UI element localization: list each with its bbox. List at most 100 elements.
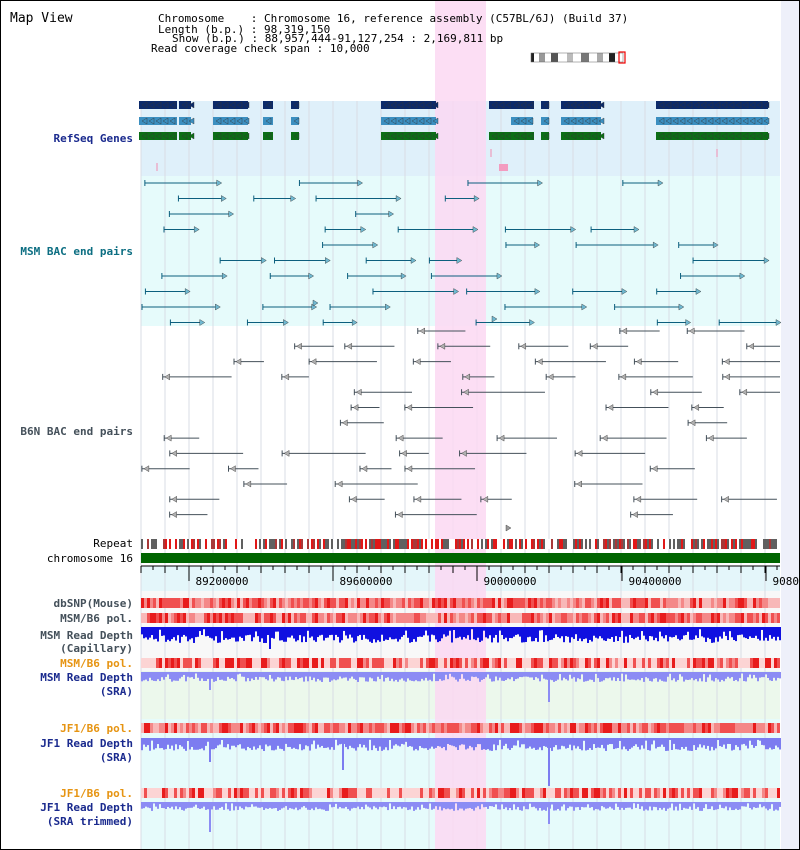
jf1-b6-pol-strip [402,723,405,733]
msm-bac-arrow [473,195,480,202]
dbsnp-strip [522,598,525,608]
msm-depth-sra-bar [239,672,241,674]
msm-b6-pol-strip [492,658,495,668]
track-label-jf1-depth-trim-1[interactable]: JF1 Read Depth [40,801,133,814]
msm-b6-pol-strip [399,658,402,668]
gene-strand-marker [756,117,763,125]
jf1-depth-trim-bar [295,802,297,808]
repeat-element [737,539,739,549]
jf1-b6-pol-strip [726,788,729,798]
b6n-bac-arrow [724,373,730,381]
msm-b6-pol-strip [231,613,234,623]
repeat-element [533,539,535,549]
jf1-depth-trim-bar [691,802,693,810]
dbsnp-strip [696,598,699,608]
msm-depth-sra-bar [473,672,475,678]
track-label-repeat[interactable]: Repeat [93,537,133,550]
jf1-depth-sra-bar [153,738,155,750]
track-label-jf1-b6-pol-1[interactable]: JF1/B6 pol. [60,722,133,735]
jf1-depth-trim-bar [515,802,517,810]
jf1-depth-trim-bar [649,802,651,807]
msm-depth-capillary-bar [583,627,585,640]
msm-depth-sra-bar [431,672,433,682]
gene-strand-marker [162,101,169,109]
jf1-depth-trim-bar [243,802,245,810]
repeat-element [237,539,239,549]
jf1-b6-pol-strip [543,788,546,798]
dbsnp-strip [237,598,240,608]
track-label-b6n-bac[interactable]: B6N BAC end pairs [20,425,133,438]
msm-b6-pol-strip [654,658,657,668]
msm-b6-pol-strip [609,658,612,668]
jf1-depth-sra-bar [355,738,357,751]
msm-depth-sra-bar [251,672,253,679]
track-label-jf1-depth-sra-1[interactable]: JF1 Read Depth [40,737,133,750]
msm-depth-capillary-bar [263,627,265,643]
msm-b6-pol-strip [156,613,159,623]
dbsnp-strip [702,598,705,608]
jf1-depth-trim-bar [373,802,375,807]
track-label-msm-b6-pol-1[interactable]: MSM/B6 pol. [60,612,133,625]
msm-depth-sra-bar [531,672,533,678]
track-label-dbsnp[interactable]: dbSNP(Mouse) [53,597,133,610]
jf1-depth-sra-bar [251,738,253,750]
msm-bac-arrow [261,257,267,264]
track-label-jf1-b6-pol-2[interactable]: JF1/B6 pol. [60,787,133,800]
jf1-depth-trim-bar [747,802,749,804]
dbsnp-strip [528,598,531,608]
track-label-msm-depth-sra-1[interactable]: MSM Read Depth [40,671,133,684]
track-label-msm-depth-capillary-1[interactable]: MSM Read Depth [40,629,133,642]
msm-b6-pol-strip [150,613,153,623]
msm-depth-sra-bar [327,672,329,678]
jf1-depth-trim-bar [449,802,451,810]
jf1-depth-sra-bar [611,738,613,745]
msm-b6-pol-strip [246,613,249,623]
track-label-msm-bac[interactable]: MSM BAC end pairs [20,245,133,258]
jf1-b6-pol-strip [255,723,258,733]
msm-b6-pol-strip [774,613,777,623]
gene-strand-marker [293,101,300,109]
jf1-b6-pol-strip [702,788,705,798]
jf1-depth-sra-bar [319,738,321,748]
repeat-element [399,539,401,549]
jf1-b6-pol-strip [648,723,651,733]
repeat-element [393,539,395,549]
jf1-depth-trim-bar [723,802,725,809]
jf1-depth-trim-bar [365,802,367,805]
jf1-b6-pol-strip [204,723,207,733]
msm-depth-sra-bar [519,672,521,678]
dbsnp-strip [762,598,765,608]
msm-depth-capillary-bar [777,627,779,637]
jf1-b6-pol-strip [183,788,186,798]
msm-b6-pol-strip [519,658,522,668]
jf1-depth-trim-bar [469,802,471,808]
dbsnp-strip [210,598,213,608]
jf1-b6-pol-strip [345,788,348,798]
msm-depth-sra-bar [313,672,315,678]
msm-depth-sra-bar [779,672,781,679]
msm-depth-sra-bar [671,672,673,681]
ideogram-band [597,53,603,62]
msm-b6-pol-strip [369,613,372,623]
msm-b6-pol-strip [417,658,420,668]
msm-depth-sra-bar [341,672,343,679]
jf1-depth-trim-bar [711,802,713,807]
jf1-b6-pol-strip [663,788,666,798]
jf1-b6-pol-strip [309,723,312,733]
msm-b6-pol-strip [528,658,531,668]
repeat-element [359,539,361,549]
dbsnp-strip [654,598,657,608]
jf1-depth-sra-bar [403,738,405,745]
msm-b6-pol-strip [312,613,315,623]
jf1-b6-pol-strip [747,788,750,798]
msm-b6-pol-strip [390,658,393,668]
jf1-b6-pol-strip [567,723,570,733]
jf1-depth-sra-bar [551,738,553,751]
track-label-refseq[interactable]: RefSeq Genes [53,132,133,145]
dbsnp-strip [444,598,447,608]
jf1-b6-pol-strip [411,723,414,733]
track-label-msm-b6-pol-2[interactable]: MSM/B6 pol. [60,657,133,670]
msm-depth-sra-bar [575,672,577,682]
jf1-depth-trim-bar [701,802,703,811]
